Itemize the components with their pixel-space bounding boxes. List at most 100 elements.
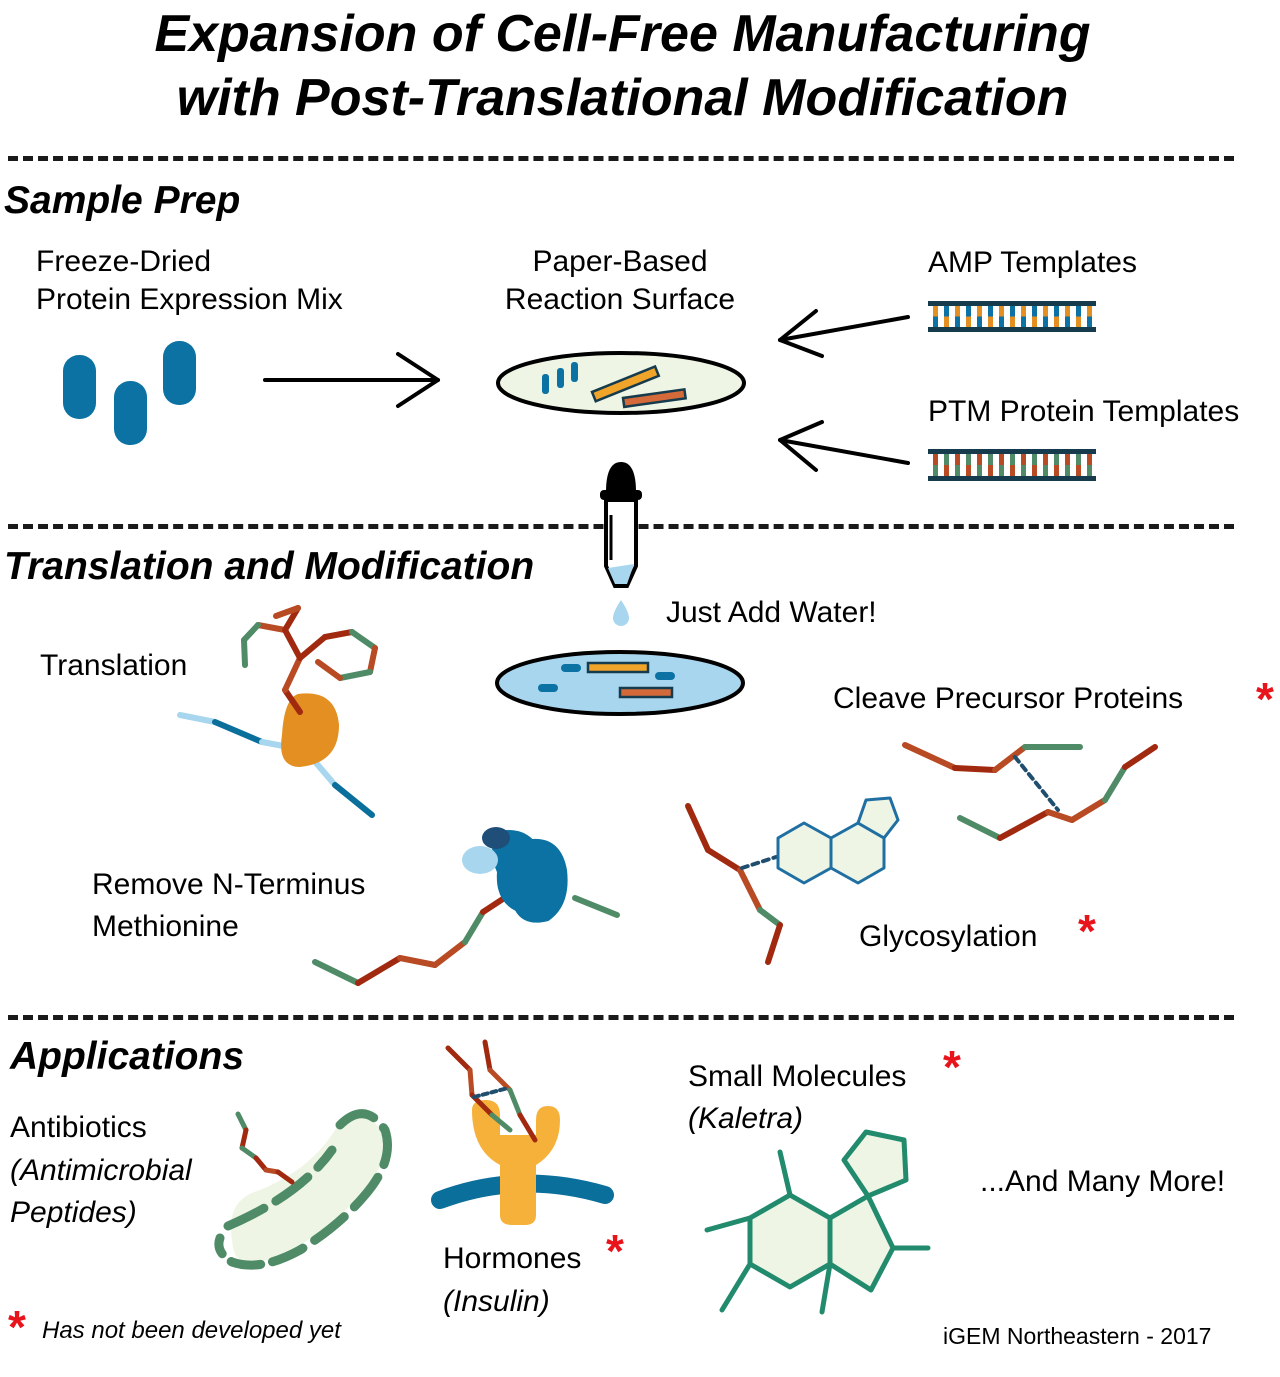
arrow-left-icon xyxy=(778,309,910,472)
dna-base-bar xyxy=(1076,454,1081,465)
dna-base-bar xyxy=(966,454,971,465)
dna-base-bar xyxy=(933,465,938,476)
cleave-label: Cleave Precursor Proteins xyxy=(833,682,1184,715)
bacterium-peptide-icon xyxy=(214,1109,392,1270)
dna-base-bar xyxy=(1065,465,1070,476)
dna-base-bar xyxy=(977,465,982,476)
dna-base-bar xyxy=(1054,306,1059,317)
paper-surface-icon xyxy=(496,351,746,415)
dna-base-bar xyxy=(1087,465,1092,476)
dna-base-bar xyxy=(1087,316,1092,327)
wet-surface-icon xyxy=(495,650,745,716)
dna-base-bar xyxy=(933,316,938,327)
mix-label-line-2: Protein Expression Mix xyxy=(36,283,343,316)
footnote-star: * xyxy=(8,1301,26,1353)
dna-base-bar xyxy=(1032,316,1037,327)
title-line-2: with Post-Translational Modification xyxy=(176,69,1069,127)
divider-3 xyxy=(8,1015,1234,1020)
just-add-water-label: Just Add Water! xyxy=(666,596,877,629)
dna-base-bar xyxy=(944,316,949,327)
enzyme-methionine-icon xyxy=(312,827,620,986)
dropper-icon xyxy=(600,462,642,626)
small-molecule-icon xyxy=(704,1129,931,1315)
arrow-right-icon xyxy=(263,352,440,408)
dna-base-bar xyxy=(1076,465,1081,476)
dna-base-bar xyxy=(966,306,971,317)
surface-label-line-1: Paper-Based xyxy=(532,245,708,278)
antibiotics-sub-1: (Antimicrobial xyxy=(10,1154,192,1187)
ptm-template-dna-icon xyxy=(928,449,1096,481)
dna-base-bar xyxy=(1076,316,1081,327)
glycosylation-star: * xyxy=(1078,905,1096,957)
dna-base-bar xyxy=(988,454,993,465)
small-molecules-sub: (Kaletra) xyxy=(688,1102,804,1135)
dna-base-bar xyxy=(1021,454,1026,465)
glycosylation-label: Glycosylation xyxy=(859,920,1038,953)
dna-base-bar xyxy=(1043,316,1048,327)
dna-base-bar xyxy=(1054,454,1059,465)
dna-base-bar xyxy=(1076,306,1081,317)
dna-base-bar xyxy=(1010,306,1015,317)
footnote-text: Has not been developed yet xyxy=(42,1317,341,1344)
dna-base-bar xyxy=(977,454,982,465)
dna-base-bar xyxy=(1043,454,1048,465)
dna-base-bar xyxy=(1043,306,1048,317)
dna-base-bar xyxy=(933,454,938,465)
title-line-1: Expansion of Cell-Free Manufacturing xyxy=(154,5,1091,63)
hormones-label: Hormones xyxy=(443,1242,582,1275)
dna-base-bar xyxy=(988,465,993,476)
dna-base-bar xyxy=(966,465,971,476)
small-molecules-star: * xyxy=(943,1041,961,1093)
section-applications: Applications xyxy=(10,1035,245,1078)
dna-base-bar xyxy=(1032,454,1037,465)
dna-base-bar xyxy=(1065,454,1070,465)
insulin-receptor-icon xyxy=(431,1039,614,1225)
dna-base-bar xyxy=(1054,465,1059,476)
dna-base-bar xyxy=(955,454,960,465)
dna-base-bar xyxy=(1065,306,1070,317)
dna-base-bar xyxy=(1010,454,1015,465)
dna-base-bar xyxy=(988,316,993,327)
dna-base-bar xyxy=(1087,454,1092,465)
glycosylation-icon xyxy=(685,796,900,965)
dna-base-bar xyxy=(955,316,960,327)
freeze-dried-pellets-icon xyxy=(63,341,196,445)
section-translation: Translation and Modification xyxy=(4,545,535,588)
dna-base-bar xyxy=(1032,465,1037,476)
dna-base-bar xyxy=(955,465,960,476)
dna-base-bar xyxy=(999,454,1004,465)
dna-base-bar xyxy=(944,454,949,465)
cleave-star: * xyxy=(1256,673,1274,725)
dna-base-bar xyxy=(1032,306,1037,317)
dna-base-bar xyxy=(999,465,1004,476)
small-molecules-label: Small Molecules xyxy=(688,1060,907,1093)
dna-base-bar xyxy=(944,465,949,476)
ptm-templates-label: PTM Protein Templates xyxy=(928,395,1240,428)
dna-base-bar xyxy=(977,306,982,317)
dna-base-bar xyxy=(966,316,971,327)
dna-base-bar xyxy=(1010,465,1015,476)
dna-base-bar xyxy=(933,306,938,317)
dna-base-bar xyxy=(988,306,993,317)
dna-base-bar xyxy=(955,306,960,317)
credit-text: iGEM Northeastern - 2017 xyxy=(943,1323,1212,1349)
dna-base-bar xyxy=(1010,316,1015,327)
divider-1 xyxy=(8,156,1234,161)
mix-label-line-1: Freeze-Dried xyxy=(36,245,212,278)
surface-label-line-2: Reaction Surface xyxy=(504,283,736,316)
dna-base-bar xyxy=(1021,465,1026,476)
dna-base-bar xyxy=(1054,316,1059,327)
remove-label-line-1: Remove N-Terminus xyxy=(92,868,366,901)
dna-base-bar xyxy=(1021,306,1026,317)
dna-base-bar xyxy=(999,316,1004,327)
dna-base-bar xyxy=(999,306,1004,317)
dna-base-bar xyxy=(1043,465,1048,476)
amp-template-dna-icon xyxy=(928,301,1096,332)
hormones-sub: (Insulin) xyxy=(443,1285,550,1318)
antibiotics-sub-2: Peptides) xyxy=(10,1196,137,1229)
translation-label: Translation xyxy=(40,649,188,682)
ribosome-translation-icon xyxy=(177,605,378,818)
dna-base-bar xyxy=(1087,306,1092,317)
dna-base-bar xyxy=(1065,316,1070,327)
